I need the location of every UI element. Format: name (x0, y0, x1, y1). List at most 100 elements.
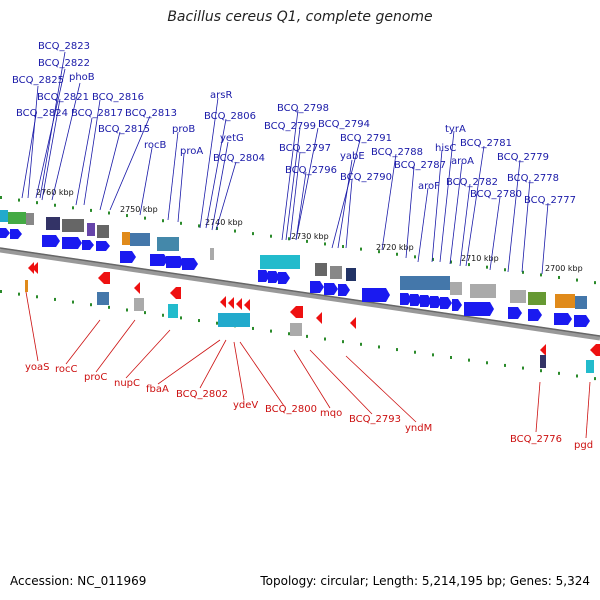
feature-box (510, 290, 526, 303)
feature-box (122, 232, 130, 245)
guide-dot (504, 268, 506, 272)
forward-gene-arrow (464, 302, 494, 316)
reverse-gene-arrow (220, 296, 226, 308)
forward-gene-arrow (400, 293, 412, 305)
guide-dot (360, 247, 362, 251)
feature-box (218, 313, 250, 327)
kbp-tick-label: 2740 kbp (205, 218, 243, 227)
guide-dot (522, 366, 524, 370)
forward-gene-arrow (362, 288, 390, 302)
guide-dot (486, 265, 488, 269)
gene-label: BCQ_2802 (176, 389, 228, 400)
guide-dot (450, 260, 452, 264)
feature-box (97, 225, 109, 238)
guide-dot (342, 245, 344, 249)
guide-dot (378, 250, 380, 254)
gene-label: proC (84, 372, 107, 383)
feature-box (555, 294, 575, 308)
guide-dot (396, 252, 398, 256)
feature-box (260, 255, 300, 269)
feature-box (134, 298, 144, 311)
gene-label: mqo (320, 408, 342, 419)
forward-gene-arrows (0, 228, 590, 327)
forward-gene-arrow (324, 283, 338, 295)
feature-box (168, 304, 178, 318)
forward-gene-arrow (150, 254, 168, 266)
forward-gene-arrow (310, 281, 324, 293)
guide-dot (252, 326, 254, 330)
guide-dot (504, 363, 506, 367)
genome-backbone (0, 247, 600, 341)
forward-gene-arrow (10, 229, 22, 239)
forward-feature-boxes (0, 210, 587, 309)
guide-dot (144, 311, 146, 315)
feature-box (62, 219, 84, 232)
guide-dot (216, 321, 218, 325)
guide-dot (468, 358, 470, 362)
feature-box (130, 233, 150, 246)
feature-box (400, 276, 450, 290)
guide-dot (198, 319, 200, 323)
gene-label: BCQ_2804 (213, 153, 265, 164)
guide-dot (90, 303, 92, 307)
forward-gene-arrow (96, 241, 110, 251)
gene-label: pgd (574, 440, 593, 451)
kbp-scale: 2760 kbp 2750 kbp 2740 kbp 2730 kbp 2720… (36, 188, 583, 273)
forward-gene-arrow (508, 307, 522, 319)
guide-dot (36, 201, 38, 205)
gene-label: yetG (220, 133, 244, 144)
forward-gene-arrow (62, 237, 82, 249)
reverse-gene-labels: yoaS rocC proC nupC fbaA BCQ_2802 ydeV B… (25, 362, 593, 451)
feature-box (528, 292, 546, 305)
guide-dot (126, 214, 128, 218)
gene-label: proA (180, 146, 203, 157)
guide-dot (414, 350, 416, 354)
gene-label: phoB (69, 72, 95, 83)
gene-label: BCQ_2816 (92, 92, 144, 103)
reverse-gene-arrow (244, 299, 250, 311)
gene-label: aroA (451, 156, 474, 167)
guide-dot (594, 281, 596, 285)
gene-label: BCQ_2793 (349, 414, 401, 425)
forward-gene-arrow (166, 256, 184, 268)
guide-dots (0, 196, 596, 381)
guide-dot (432, 257, 434, 261)
guide-dot (306, 334, 308, 338)
guide-dot (18, 198, 20, 202)
gene-label: BCQ_2800 (265, 404, 317, 415)
guide-dot (306, 239, 308, 243)
gene-label: BCQ_2798 (277, 103, 329, 114)
gene-label: BCQ_2779 (497, 152, 549, 163)
forward-gene-arrow (528, 309, 542, 321)
map-title: Bacillus cereus Q1, complete genome (167, 9, 433, 25)
gene-label: BCQ_2796 (285, 165, 337, 176)
gene-label: nupC (114, 378, 140, 389)
reverse-gene-arrow (590, 344, 600, 356)
reverse-gene-arrow (134, 282, 140, 294)
reverse-gene-arrow (540, 344, 546, 356)
feature-box (97, 292, 109, 305)
guide-dot (396, 348, 398, 352)
reverse-gene-arrow (350, 317, 356, 329)
reverse-gene-arrow (316, 312, 322, 324)
gene-label: tyrA (445, 124, 466, 135)
feature-box (8, 212, 26, 224)
accession-label: Accession: NC_011969 (10, 574, 147, 588)
guide-dot (252, 232, 254, 236)
guide-dot (162, 313, 164, 317)
kbp-tick-label: 2710 kbp (461, 254, 499, 263)
gene-label: BCQ_2815 (98, 124, 150, 135)
feature-box (540, 355, 546, 368)
gene-label: ydeV (233, 400, 258, 411)
gene-label: BCQ_2780 (470, 189, 522, 200)
gene-label: BCQ_2824 (16, 108, 68, 119)
gene-label: aroF (418, 181, 440, 192)
feature-box (25, 280, 28, 292)
feature-box (346, 268, 356, 281)
guide-dot (108, 305, 110, 309)
feature-box (290, 323, 302, 336)
feature-box (0, 210, 8, 222)
forward-gene-arrow (430, 296, 442, 308)
